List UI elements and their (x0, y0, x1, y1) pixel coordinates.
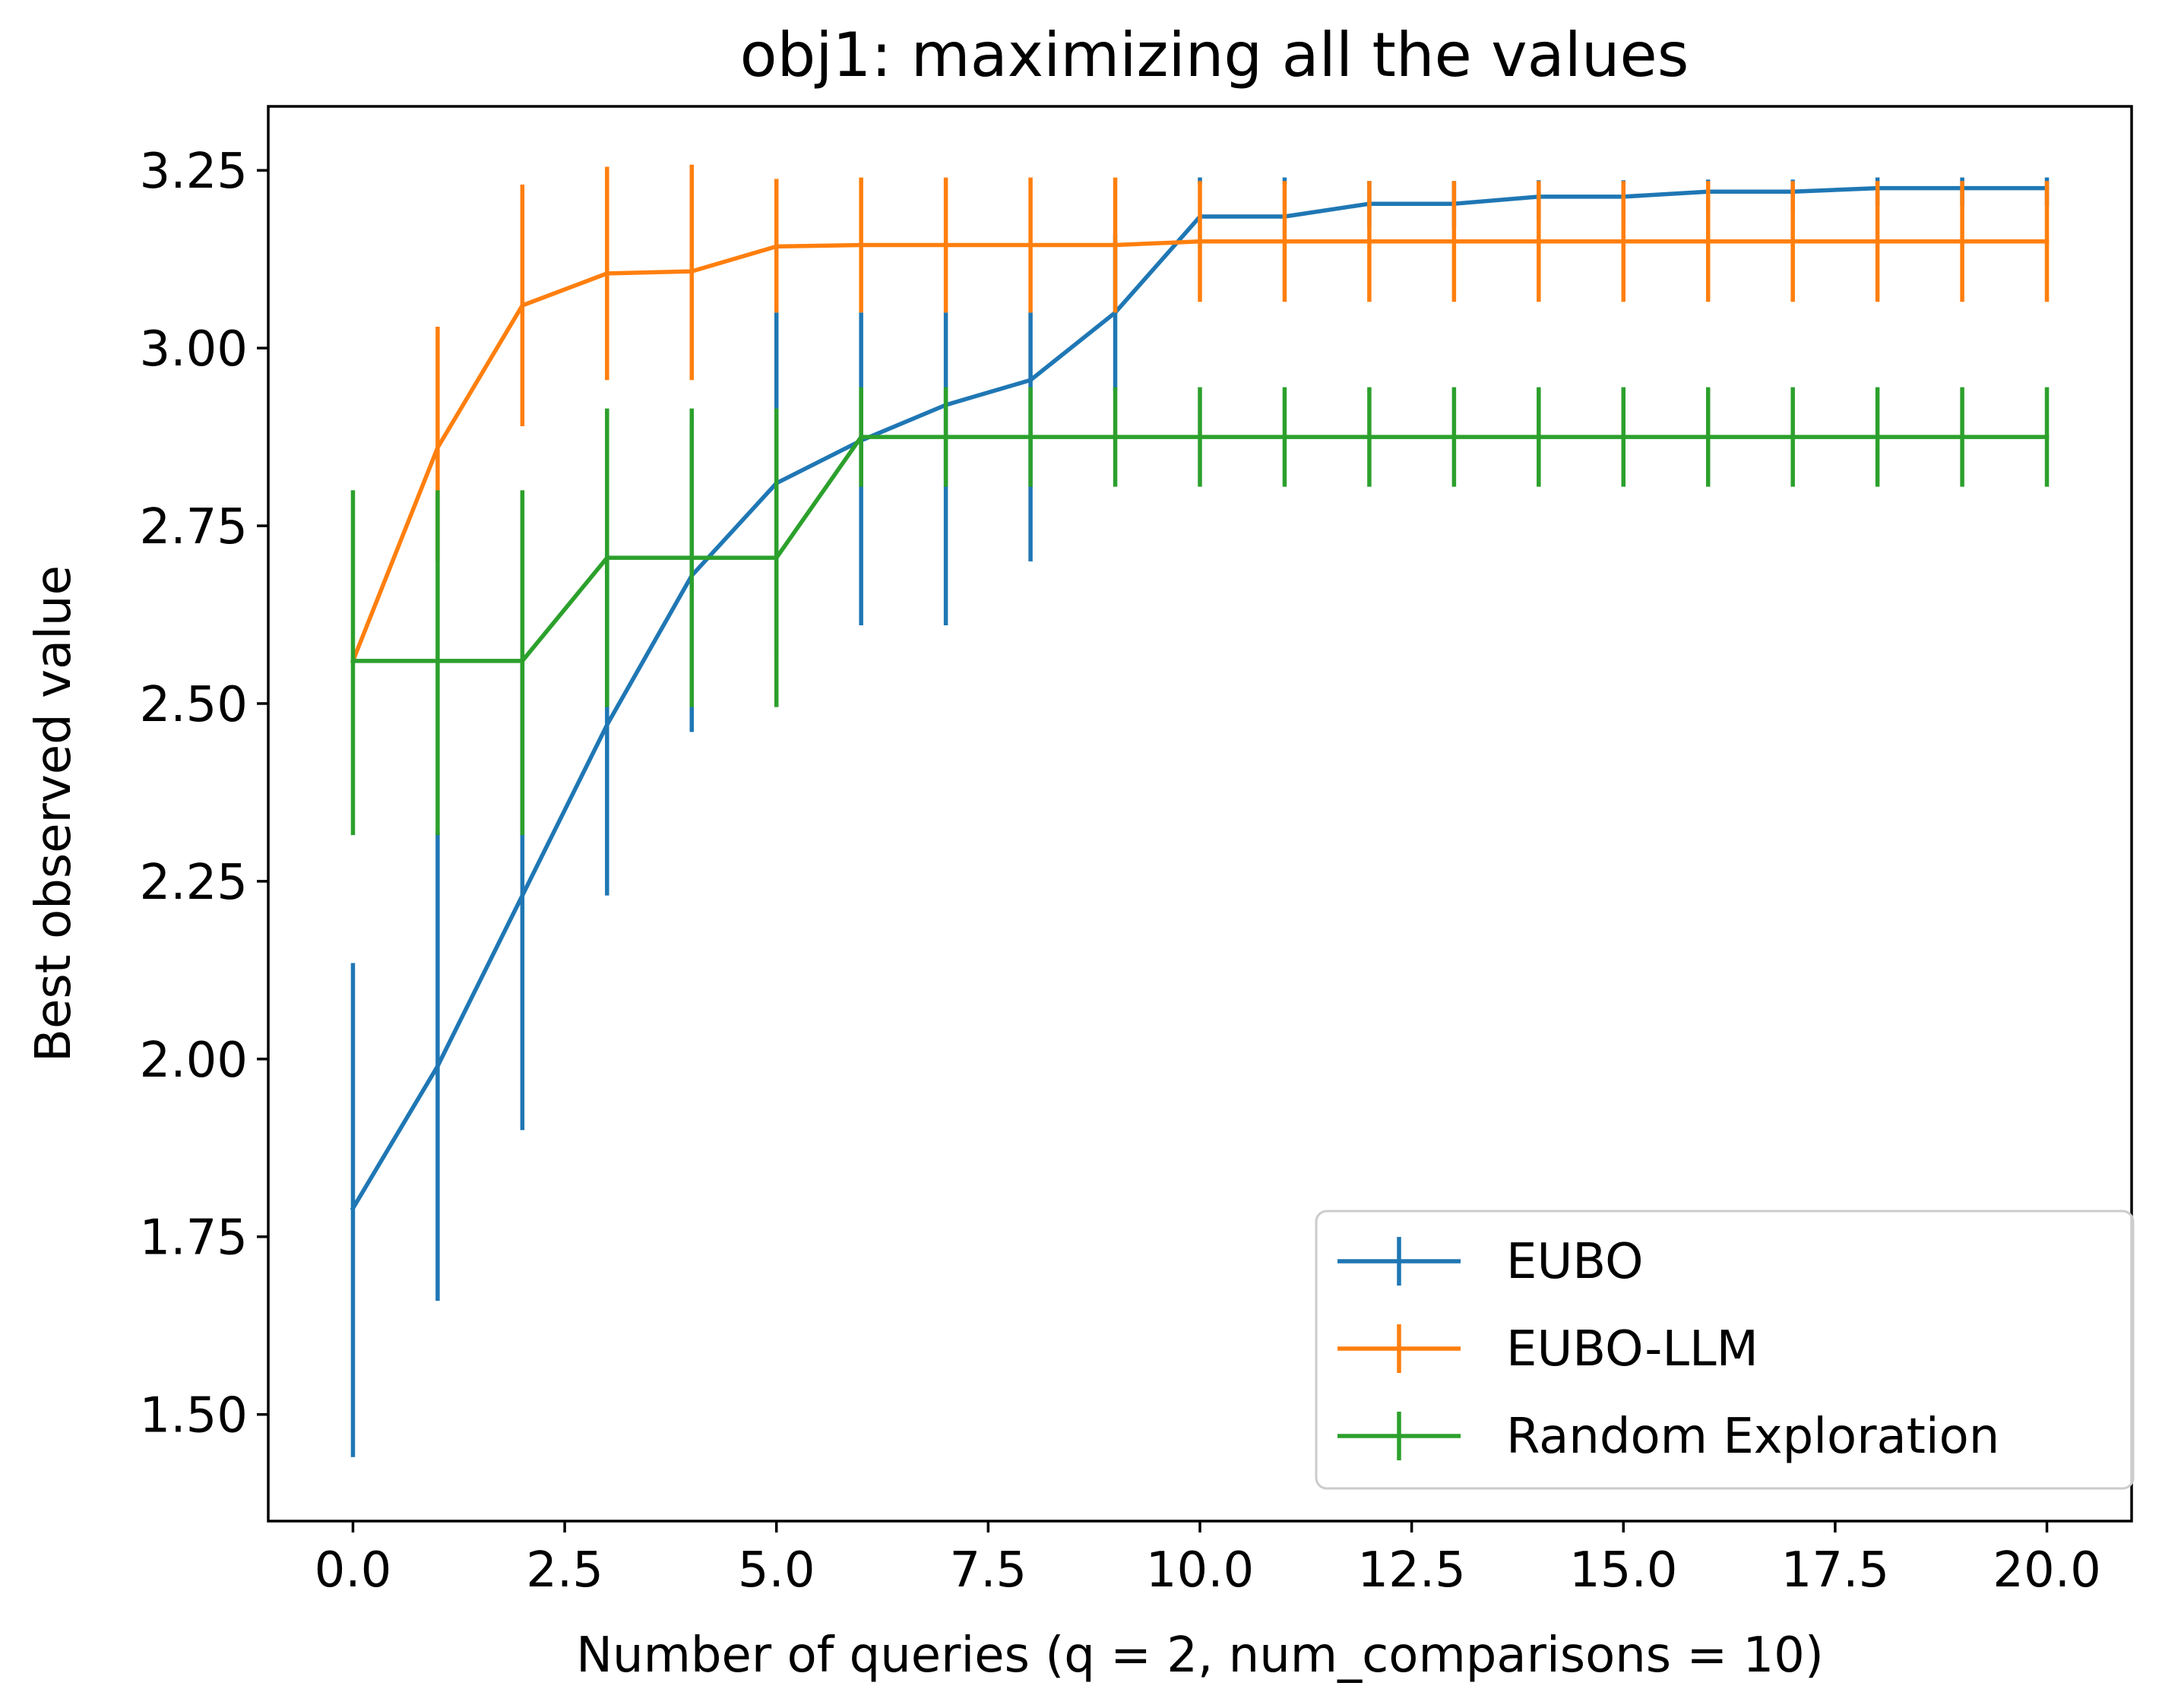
legend-entry-2: Random Exploration (1337, 1409, 1999, 1465)
plot-area (350, 164, 2050, 1457)
x-tick-label: 15.0 (1569, 1542, 1678, 1599)
y-axis-ticks: 1.50 1.75 2.00 2.25 2.50 2.75 3.00 3.25 (140, 144, 268, 1444)
legend-entry-0: EUBO (1337, 1234, 1643, 1290)
legend-entries: EUBO EUBO-LLM Random Exploration (1337, 1234, 1999, 1465)
x-tick-label: 2.5 (526, 1542, 603, 1599)
x-tick-label: 7.5 (949, 1542, 1027, 1599)
y-tick-label: 3.25 (140, 144, 248, 200)
legend-label: Random Exploration (1506, 1409, 1999, 1465)
legend: EUBO EUBO-LLM Random Exploration (1315, 1210, 2135, 1490)
chart-title: obj1: maximizing all the values (740, 20, 1689, 90)
x-axis-ticks: 0.0 2.5 5.0 7.5 10.0 12.5 15.0 17.5 20.0 (315, 1521, 2101, 1599)
series-2 (350, 387, 2050, 836)
legend-entry-1: EUBO-LLM (1337, 1321, 1758, 1377)
series-line (350, 435, 2050, 663)
y-tick-label: 2.00 (140, 1033, 248, 1089)
x-tick-label: 0.0 (315, 1542, 392, 1599)
y-tick-label: 3.00 (140, 321, 248, 378)
y-tick-label: 1.75 (140, 1210, 248, 1267)
y-tick-label: 2.25 (140, 855, 248, 911)
series-line (350, 239, 2050, 664)
x-tick-label: 20.0 (1993, 1542, 2101, 1599)
y-tick-label: 1.50 (140, 1388, 248, 1444)
legend-box (1315, 1210, 2135, 1490)
x-tick-label: 17.5 (1781, 1542, 1890, 1599)
series-1 (350, 164, 2050, 664)
legend-label: EUBO-LLM (1506, 1321, 1758, 1377)
x-tick-label: 10.0 (1146, 1542, 1255, 1599)
y-tick-label: 2.75 (140, 499, 248, 555)
legend-label: EUBO (1506, 1234, 1643, 1290)
y-axis-label: Best observed value (26, 565, 82, 1062)
x-axis-label: Number of queries (q = 2, num_comparison… (576, 1627, 1824, 1684)
y-tick-label: 2.50 (140, 677, 248, 733)
x-tick-label: 12.5 (1357, 1542, 1466, 1599)
x-tick-label: 5.0 (738, 1542, 815, 1599)
